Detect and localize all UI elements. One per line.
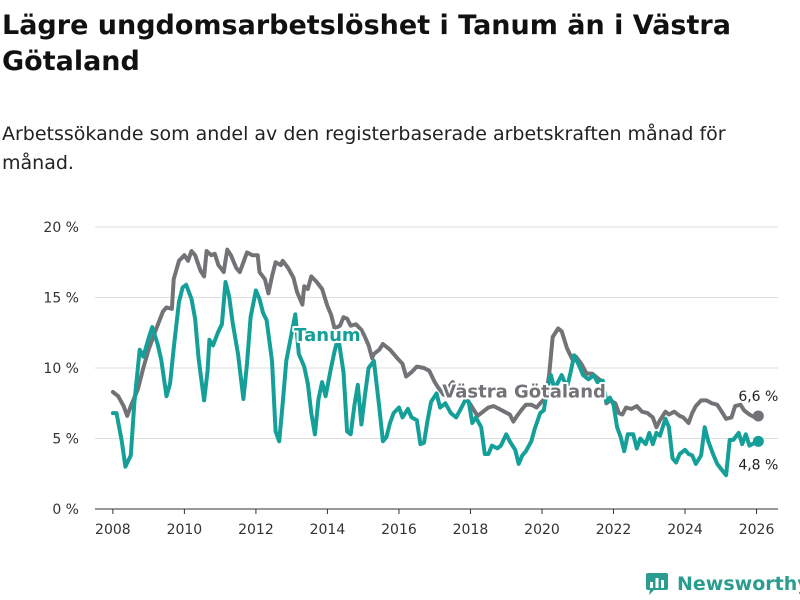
x-tick-label: 2008: [95, 522, 131, 538]
brand-logo[interactable]: Newsworthy: [644, 570, 800, 598]
series-label-tanum: Tanum: [294, 325, 361, 346]
x-tick-label: 2016: [381, 522, 417, 538]
x-tick-label: 2012: [238, 522, 274, 538]
x-tick-label: 2018: [453, 522, 489, 538]
y-tick-label: 0 %: [52, 502, 79, 518]
chart-subtitle: Arbetssökande som andel av den registerb…: [2, 123, 726, 174]
y-tick-label: 5 %: [52, 432, 79, 448]
labels: 6,6 % 4,8 % Tanum Västra Götaland: [292, 323, 778, 473]
end-value-label-tanum: 4,8 %: [738, 457, 778, 473]
axes: 0 % 5 % 10 % 15 % 20 % 2008 2010 2012 2014 2016 20…: [43, 220, 778, 538]
series-end-marker-tanum: [752, 435, 764, 447]
chart-title: Lägre ungdomsarbetslöshet i Tanum än i V…: [2, 10, 731, 77]
end-value-label-vastra-gotaland: 6,6 %: [738, 389, 778, 405]
series-end-marker-v-stra-g-taland: [752, 410, 764, 422]
y-tick-label: 20 %: [43, 220, 79, 236]
x-tick-label: 2024: [667, 522, 703, 538]
brand-name: Newsworthy: [677, 573, 800, 595]
bar-chart-logo-icon: [646, 573, 668, 595]
gridlines: [95, 226, 778, 439]
x-tick-label: 2020: [524, 522, 560, 538]
x-tick-label: 2010: [167, 522, 203, 538]
x-tick-label: 2026: [739, 522, 775, 538]
x-tick-label: 2014: [310, 522, 346, 538]
series-line-v-stra-g-taland: [110, 247, 761, 430]
y-tick-label: 15 %: [43, 291, 79, 307]
series: [110, 247, 764, 478]
series-label-v-stra-g-taland: Västra Götaland: [442, 382, 606, 403]
y-tick-label: 10 %: [43, 361, 79, 377]
x-tick-label: 2022: [596, 522, 632, 538]
series-line-tanum: [110, 280, 761, 478]
